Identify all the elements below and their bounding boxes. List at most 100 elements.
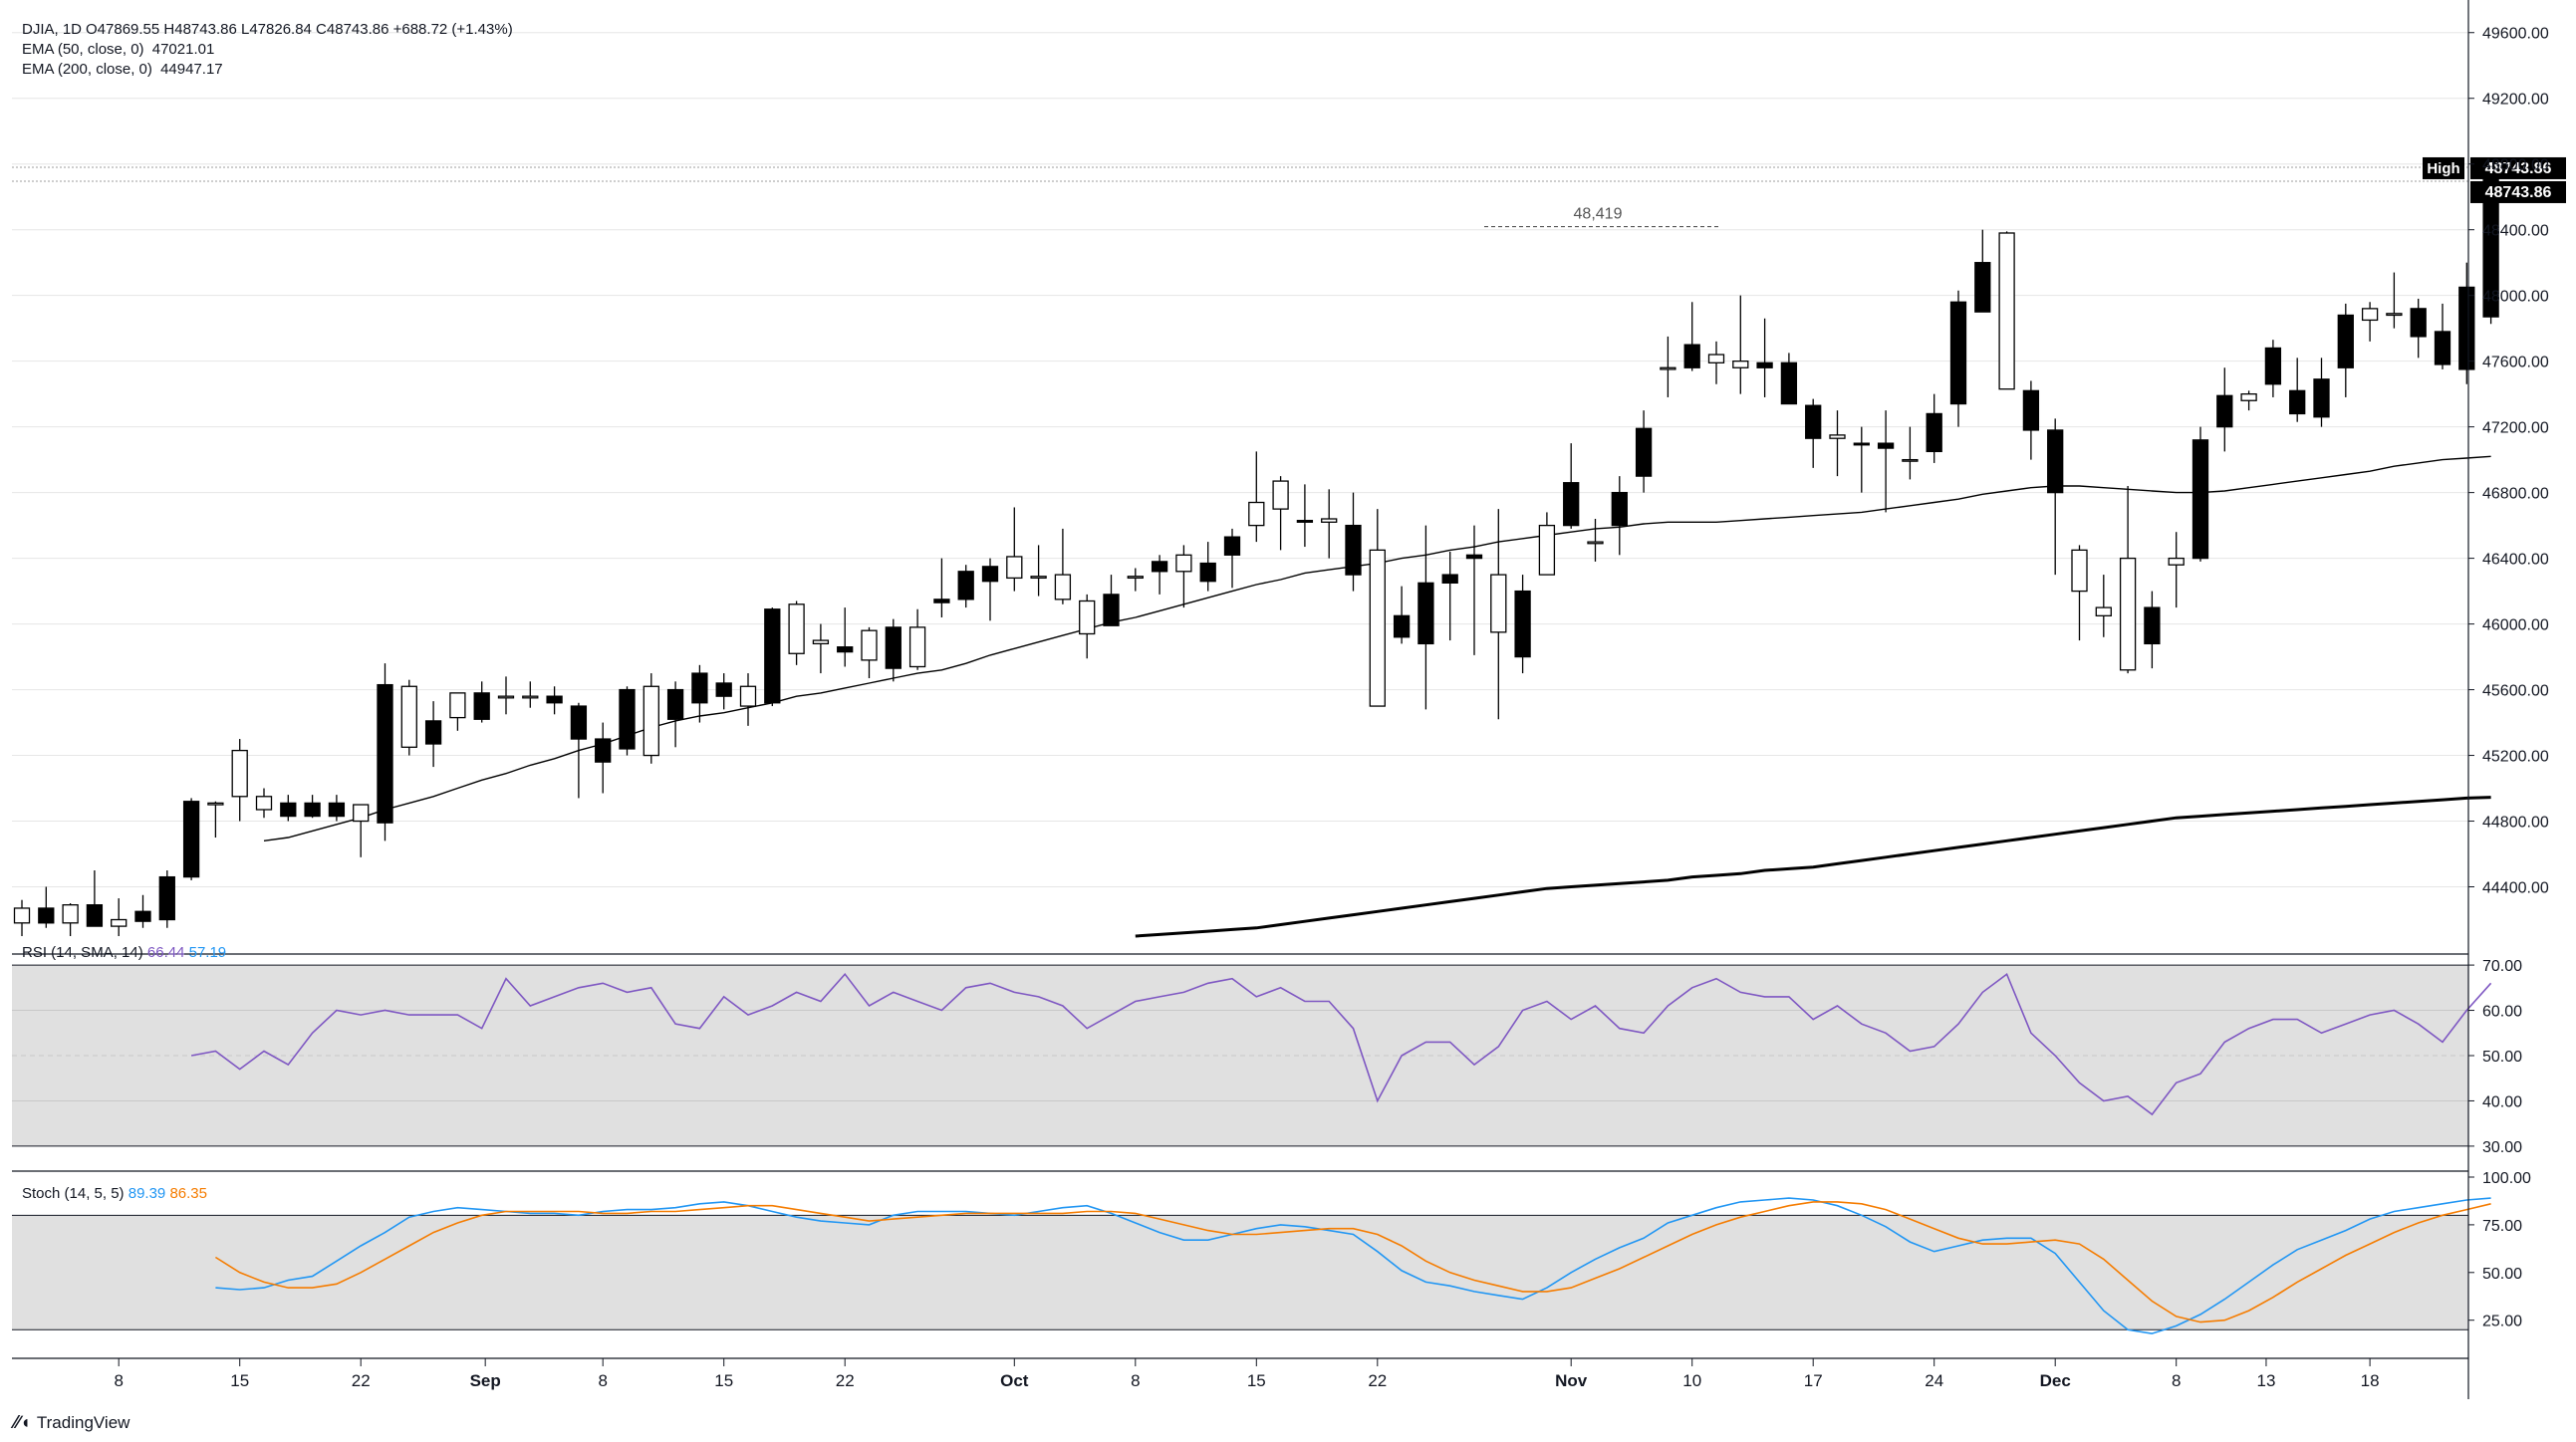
candle[interactable]	[1949, 290, 1967, 427]
candle[interactable]	[1490, 509, 1507, 720]
candle[interactable]	[2047, 418, 2064, 576]
candle[interactable]	[280, 795, 297, 822]
candle[interactable]	[1538, 512, 1556, 576]
candle[interactable]	[2410, 298, 2427, 359]
candle[interactable]	[2482, 172, 2499, 325]
candle[interactable]	[957, 565, 974, 608]
candle[interactable]	[449, 692, 466, 731]
candle[interactable]	[1103, 575, 1120, 626]
candle[interactable]	[2168, 532, 2185, 608]
candle[interactable]	[1902, 426, 1919, 480]
candle[interactable]	[1079, 594, 1096, 659]
candle[interactable]	[1465, 525, 1483, 655]
candle[interactable]	[837, 607, 854, 667]
candle[interactable]	[2191, 426, 2209, 562]
candle[interactable]	[2434, 303, 2451, 369]
candle[interactable]	[1563, 443, 1580, 529]
candle[interactable]	[86, 870, 104, 927]
candle[interactable]	[1926, 393, 1942, 463]
candle[interactable]	[400, 679, 417, 756]
candle[interactable]	[908, 608, 926, 670]
candle[interactable]	[1441, 552, 1458, 641]
candle[interactable]	[2313, 358, 2330, 427]
candle[interactable]	[1248, 451, 1265, 543]
candle[interactable]	[2216, 367, 2233, 452]
candle[interactable]	[2144, 591, 2161, 669]
candle[interactable]	[1974, 229, 1991, 313]
candle[interactable]	[1514, 575, 1531, 674]
candle[interactable]	[328, 795, 346, 822]
candle[interactable]	[1272, 476, 1289, 551]
candle[interactable]	[1660, 336, 1676, 397]
candle[interactable]	[62, 903, 79, 936]
candle[interactable]	[1756, 318, 1773, 397]
candle[interactable]	[691, 664, 708, 723]
candle[interactable]	[377, 663, 393, 841]
candle[interactable]	[666, 681, 684, 748]
candle[interactable]	[1732, 295, 1749, 394]
candle[interactable]	[1805, 398, 1822, 468]
candle[interactable]	[111, 898, 128, 936]
candle[interactable]	[158, 870, 175, 928]
candle[interactable]	[182, 798, 200, 880]
candle[interactable]	[1321, 489, 1338, 559]
candle[interactable]	[1780, 353, 1798, 405]
candle[interactable]	[861, 626, 878, 679]
candle[interactable]	[473, 681, 490, 723]
candle[interactable]	[1345, 492, 1362, 592]
candle[interactable]	[619, 686, 636, 756]
candle[interactable]	[38, 886, 55, 928]
candle[interactable]	[1199, 542, 1216, 592]
candle[interactable]	[1369, 509, 1386, 707]
candle[interactable]	[1127, 568, 1144, 592]
candle[interactable]	[570, 702, 588, 799]
candle[interactable]	[1151, 555, 1168, 595]
candle[interactable]	[2022, 380, 2040, 460]
candle[interactable]	[788, 601, 805, 665]
candle[interactable]	[2264, 340, 2282, 397]
candle[interactable]	[1030, 545, 1047, 597]
candle[interactable]	[1587, 519, 1604, 562]
candle[interactable]	[424, 701, 442, 768]
candle[interactable]	[13, 899, 31, 936]
candle[interactable]	[522, 681, 539, 708]
candle[interactable]	[1006, 507, 1023, 592]
candle[interactable]	[1998, 231, 2015, 390]
candle[interactable]	[1417, 525, 1434, 710]
candle[interactable]	[595, 722, 612, 794]
candle[interactable]	[2458, 262, 2475, 384]
candlesticks[interactable]	[13, 172, 2499, 936]
candle[interactable]	[764, 607, 781, 707]
candle[interactable]	[2361, 302, 2379, 342]
candle[interactable]	[231, 739, 248, 822]
candle[interactable]	[715, 673, 732, 710]
candle[interactable]	[643, 673, 659, 764]
candle[interactable]	[1296, 484, 1314, 548]
candle[interactable]	[546, 686, 563, 715]
candle[interactable]	[1707, 341, 1725, 384]
candle[interactable]	[304, 795, 321, 819]
candle[interactable]	[255, 788, 273, 819]
candle[interactable]	[1853, 426, 1870, 493]
candle[interactable]	[2119, 486, 2137, 674]
candle[interactable]	[739, 673, 757, 726]
candle[interactable]	[1635, 410, 1653, 493]
candle[interactable]	[207, 801, 224, 839]
candle[interactable]	[2337, 303, 2354, 397]
candle[interactable]	[2071, 545, 2088, 641]
candle[interactable]	[885, 618, 902, 682]
candle[interactable]	[1877, 410, 1895, 513]
candle[interactable]	[2095, 575, 2112, 637]
candle[interactable]	[981, 558, 999, 621]
candle[interactable]	[1393, 586, 1411, 644]
candle[interactable]	[812, 623, 830, 674]
candle[interactable]	[497, 676, 515, 715]
candle[interactable]	[353, 804, 370, 857]
candle[interactable]	[933, 558, 950, 617]
candle[interactable]	[1611, 476, 1628, 556]
candle[interactable]	[1175, 545, 1192, 608]
candle[interactable]	[2289, 358, 2306, 422]
candle[interactable]	[1683, 302, 1700, 371]
candle[interactable]	[2240, 390, 2257, 411]
candle[interactable]	[2386, 272, 2403, 329]
